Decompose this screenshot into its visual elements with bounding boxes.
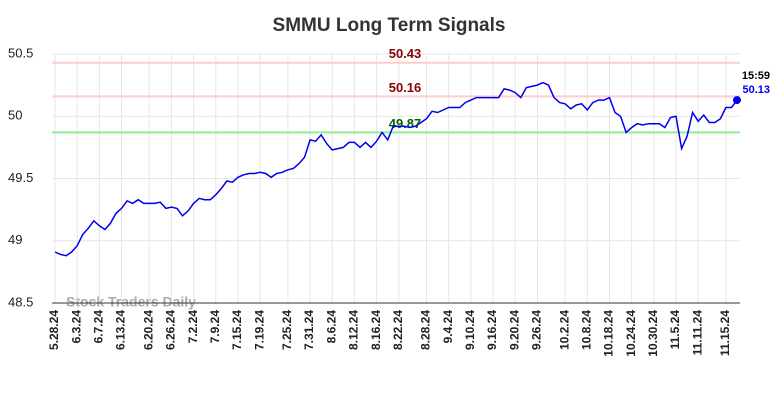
x-tick-label: 9.26.24 [530, 310, 544, 350]
last-point [733, 96, 741, 105]
x-tick-label: 9.20.24 [507, 310, 521, 350]
x-tick-label: 6.3.24 [69, 310, 83, 344]
x-tick-label: 7.19.24 [252, 310, 266, 350]
x-tick-label: 6.26.24 [164, 310, 178, 350]
y-tick-label: 49.5 [8, 170, 33, 185]
y-tick-label: 49 [8, 232, 22, 247]
x-tick-label: 7.15.24 [230, 310, 244, 350]
x-tick-label: 10.18.24 [602, 310, 616, 357]
x-tick-label: 8.6.24 [324, 310, 338, 344]
x-tick-label: 10.30.24 [646, 310, 660, 357]
x-tick-label: 11.5.24 [668, 310, 682, 350]
y-tick-label: 48.5 [8, 294, 33, 309]
y-tick-label: 50 [8, 108, 22, 123]
x-tick-label: 9.16.24 [485, 310, 499, 350]
x-tick-label: 11.11.24 [690, 310, 704, 356]
x-tick-label: 6.13.24 [114, 310, 128, 350]
x-tick-label: 6.20.24 [141, 310, 155, 350]
chart-title: SMMU Long Term Signals [273, 15, 506, 36]
x-tick-label: 7.25.24 [280, 310, 294, 350]
last-value: 50.13 [742, 84, 770, 96]
signal-label: 49.87 [389, 116, 422, 131]
x-tick-label: 8.28.24 [419, 310, 433, 350]
x-tick-label: 10.24.24 [624, 310, 638, 357]
series-line [54, 81, 738, 257]
x-tick-label: 10.8.24 [579, 310, 593, 350]
x-tick-label: 8.22.24 [391, 310, 405, 350]
x-tick-label: 6.7.24 [92, 310, 106, 344]
x-tick-label: 8.12.24 [347, 310, 361, 350]
x-tick-label: 5.28.24 [47, 310, 61, 350]
x-tick-label: 9.10.24 [463, 310, 477, 350]
x-tick-label: 9.4.24 [441, 310, 455, 344]
x-tick-label: 10.2.24 [557, 310, 571, 350]
watermark: Stock Traders Daily [66, 294, 196, 310]
y-tick-label: 50.5 [8, 45, 33, 60]
x-tick-label: 8.16.24 [369, 310, 383, 350]
signal-label: 50.43 [389, 46, 422, 61]
x-tick-label: 7.2.24 [186, 310, 200, 344]
x-tick-label: 7.31.24 [302, 310, 316, 350]
signal-label: 50.16 [389, 80, 422, 95]
x-tick-label: 7.9.24 [208, 310, 222, 344]
last-time: 15:59 [742, 70, 770, 82]
x-tick-label: 11.15.24 [718, 310, 732, 356]
